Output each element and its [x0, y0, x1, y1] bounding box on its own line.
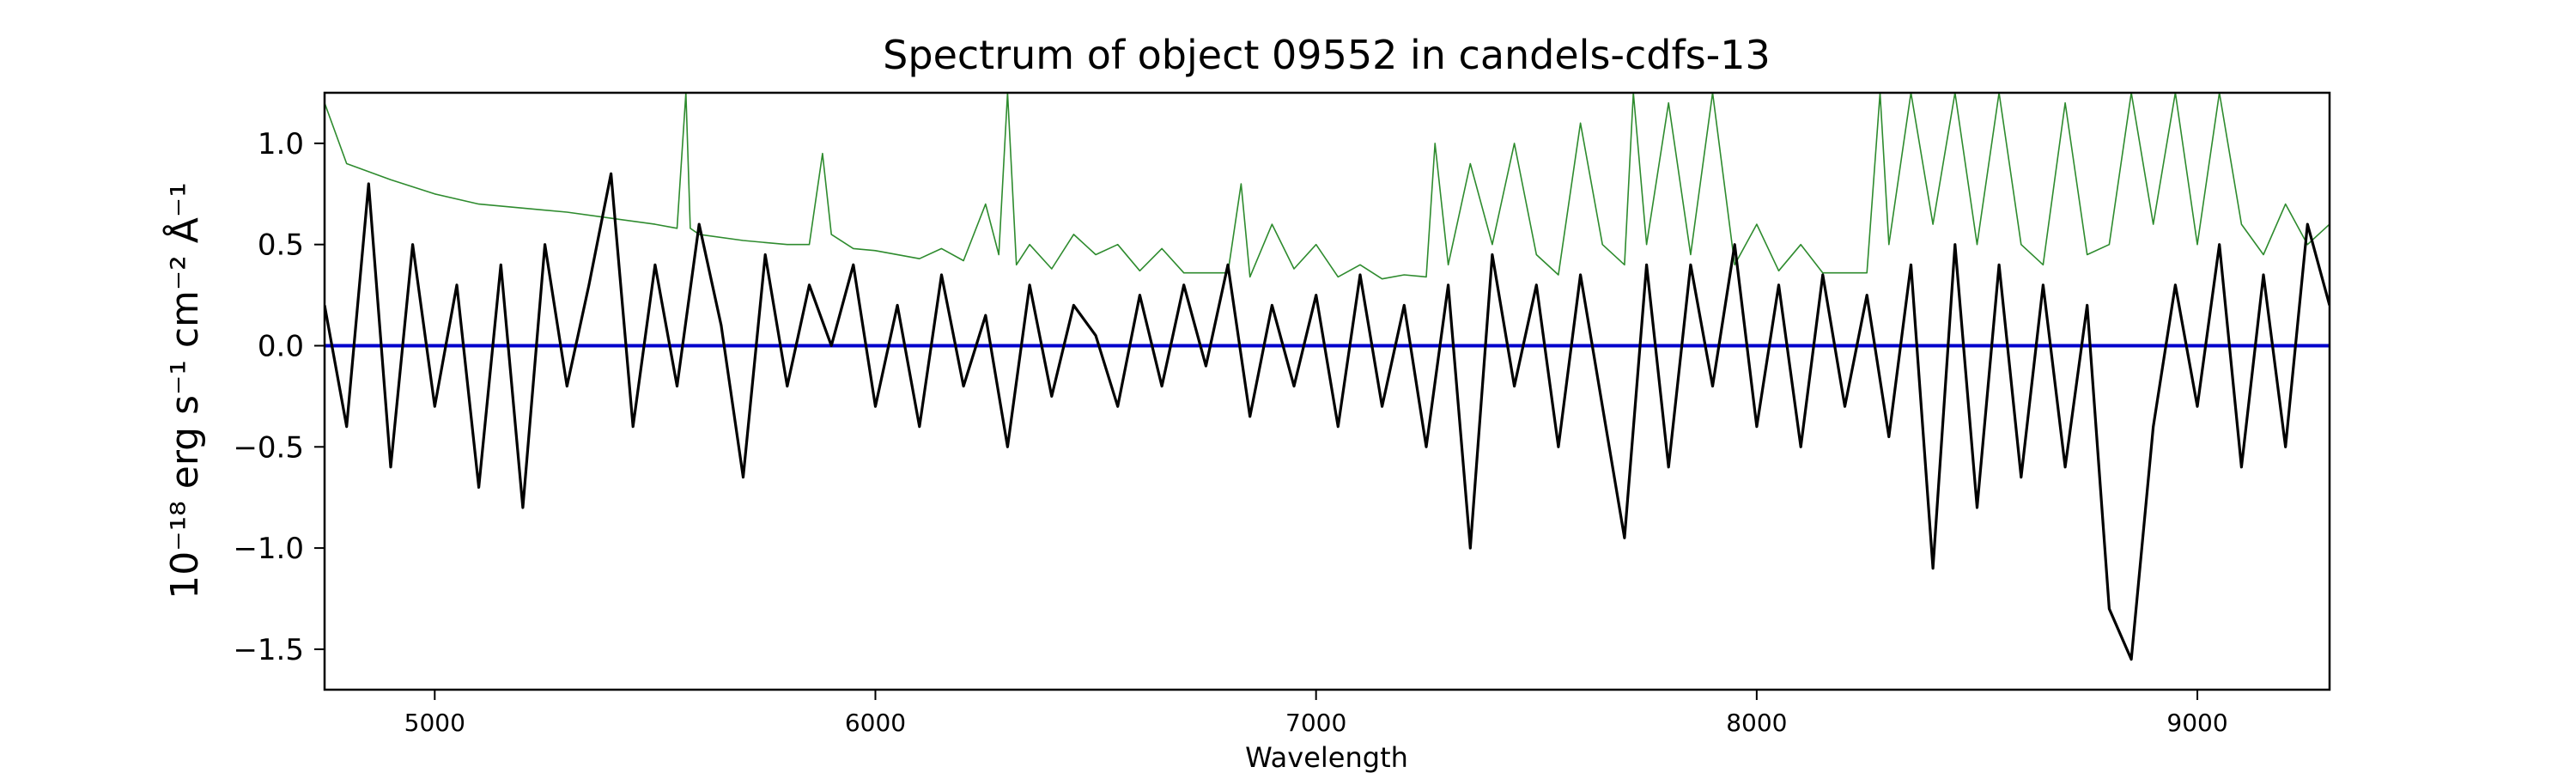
- y-tick-label: 1.0: [258, 127, 304, 161]
- y-tick-label: −0.5: [233, 430, 304, 465]
- x-tick-label: 9000: [2166, 709, 2227, 737]
- x-tick-label: 5000: [404, 709, 465, 737]
- y-tick-label: −1.0: [233, 532, 304, 566]
- x-tick-label: 6000: [845, 709, 906, 737]
- series-error-line: [325, 93, 2330, 280]
- x-axis-ticks: 5000 6000 7000 8000 9000: [404, 690, 2228, 737]
- y-tick-label: 0.0: [258, 329, 304, 363]
- series-flux-line: [325, 172, 2330, 661]
- y-tick-label: 0.5: [258, 228, 304, 263]
- y-tick-label: −1.5: [233, 633, 304, 667]
- y-axis-label: 10⁻¹⁸ erg s⁻¹ cm⁻² Å⁻¹: [161, 182, 207, 599]
- chart-title: Spectrum of object 09552 in candels-cdfs…: [883, 32, 1771, 78]
- x-axis-label: Wavelength: [1245, 741, 1408, 773]
- x-tick-label: 7000: [1285, 709, 1346, 737]
- plot-frame: [323, 91, 2331, 691]
- x-tick-label: 8000: [1726, 709, 1787, 737]
- y-axis-ticks: 1.0 0.5 0.0 −0.5 −1.0 −1.5: [233, 127, 325, 667]
- series-layer: [325, 93, 2330, 661]
